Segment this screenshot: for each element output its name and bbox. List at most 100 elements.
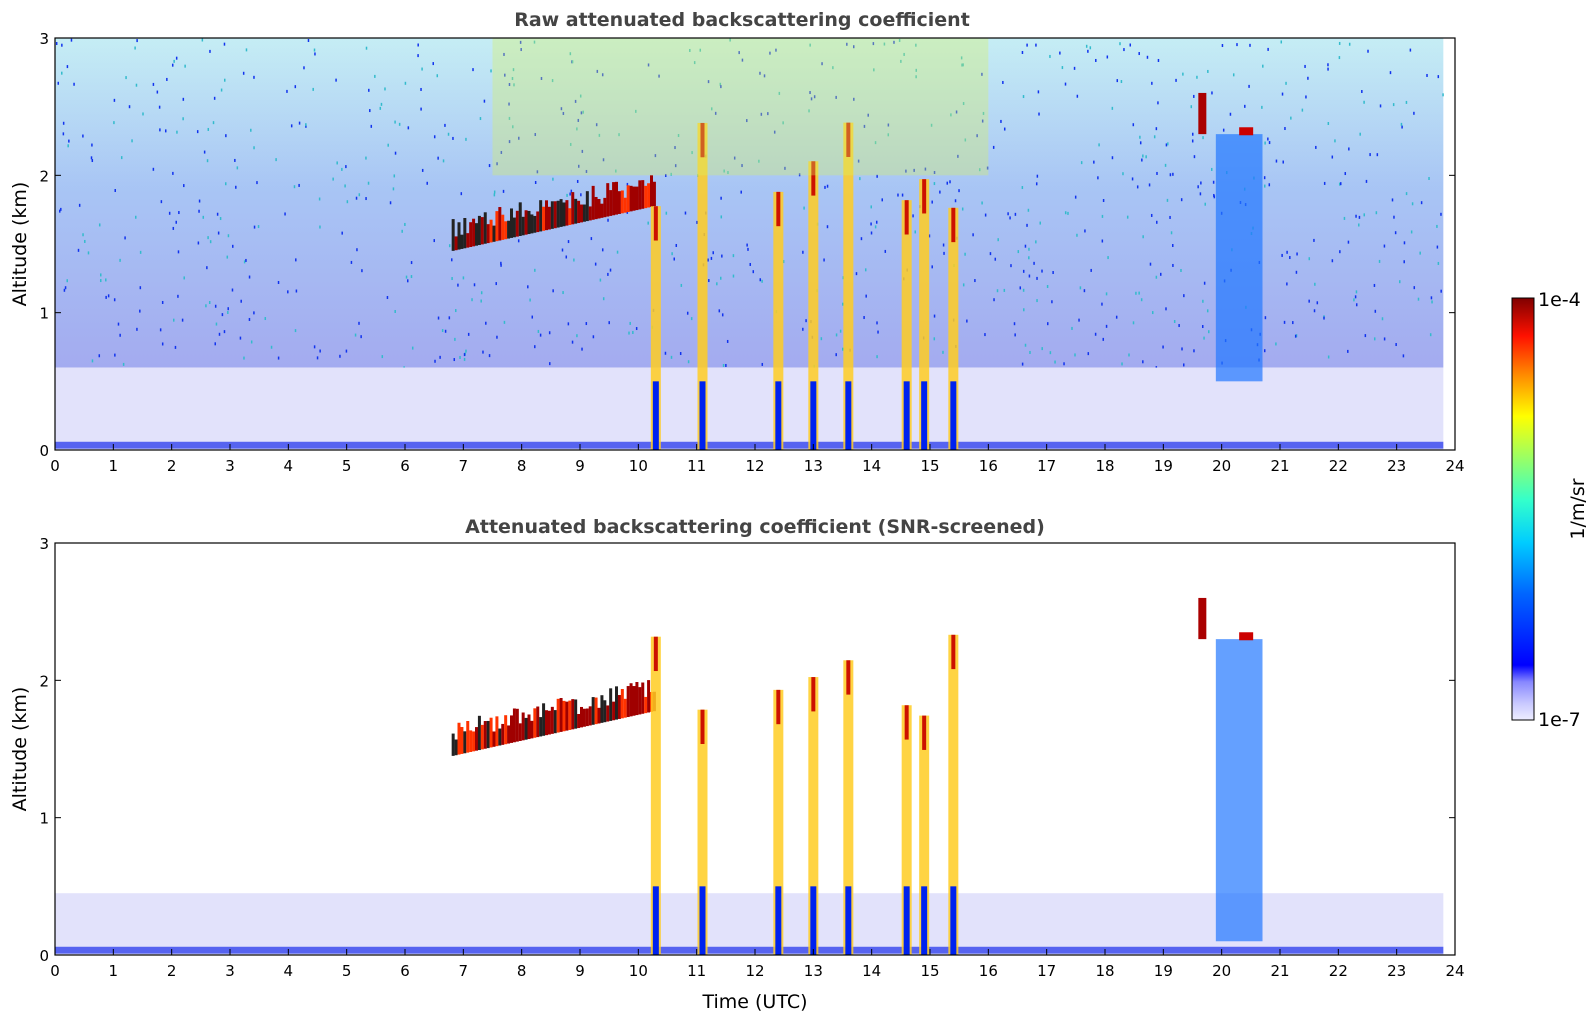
y-tick-label: 1 — [39, 305, 49, 323]
x-tick-label: 5 — [342, 457, 352, 475]
precip-column — [843, 660, 854, 955]
feature-precipitation-columns — [650, 634, 959, 955]
x-tick-label: 13 — [804, 457, 823, 475]
precip-column — [919, 179, 930, 450]
x-tick-label: 20 — [1212, 457, 1231, 475]
x-tick-label: 12 — [745, 457, 764, 475]
x-tick-label: 1 — [109, 457, 119, 475]
x-tick-label: 16 — [979, 457, 998, 475]
panel2-plot-area — [54, 542, 1456, 956]
x-tick-label: 14 — [862, 962, 881, 980]
panel1-x-ticks: 0 1 2 3 4 5 6 7 8 9 10 11 12 13 14 15 16 17 18 19 20 21 22 23 24 — [50, 444, 1465, 475]
colorbar-gradient — [1511, 297, 1535, 721]
x-tick-label: 22 — [1329, 457, 1348, 475]
x-tick-label: 0 — [50, 962, 60, 980]
x-tick-label: 13 — [804, 962, 823, 980]
x-tick-label: 6 — [400, 457, 410, 475]
panel1-ylabel: Altitude (km) — [9, 182, 31, 307]
x-tick-label: 2 — [167, 962, 177, 980]
x-tick-label: 14 — [862, 457, 881, 475]
x-tick-label: 7 — [459, 962, 469, 980]
x-tick-label: 24 — [1445, 457, 1464, 475]
panel2-title: Attenuated backscattering coefficient (S… — [465, 516, 1045, 538]
x-tick-label: 19 — [1154, 457, 1173, 475]
x-tick-label: 9 — [575, 457, 585, 475]
feature-cloud-layer — [451, 175, 656, 251]
x-tick-label: 4 — [284, 962, 294, 980]
panel2-ylabel: Altitude (km) — [9, 687, 31, 812]
precip-column — [948, 634, 959, 955]
x-tick-label: 23 — [1387, 962, 1406, 980]
x-tick-label: 21 — [1270, 962, 1289, 980]
panel2-xlabel: Time (UTC) — [701, 991, 807, 1013]
y-tick-label: 2 — [39, 672, 49, 690]
y-tick-label: 0 — [39, 442, 49, 460]
y-tick-label: 3 — [39, 535, 49, 553]
feature-precipitation-columns — [650, 122, 959, 451]
precip-column — [901, 200, 912, 450]
y-tick-label: 0 — [39, 947, 49, 965]
x-tick-label: 23 — [1387, 457, 1406, 475]
precip-column — [773, 689, 784, 955]
precip-column — [948, 207, 959, 450]
precip-column — [808, 677, 819, 955]
y-tick-label: 2 — [39, 167, 49, 185]
panel2-x-ticks: 0 1 2 3 4 5 6 7 8 9 10 11 12 13 14 15 16 17 18 19 20 21 22 23 24 — [50, 949, 1465, 980]
feature-background-noise — [55, 38, 1444, 370]
colorbar-min-label: 1e-7 — [1538, 709, 1581, 731]
x-tick-label: 2 — [167, 457, 177, 475]
precip-column — [843, 122, 854, 451]
x-tick-label: 3 — [225, 457, 235, 475]
colorbar-label: 1/m/sr — [1567, 478, 1589, 539]
x-tick-label: 22 — [1329, 962, 1348, 980]
x-tick-label: 6 — [400, 962, 410, 980]
x-tick-label: 0 — [50, 457, 60, 475]
panel1-y-ticks: 0 1 2 3 — [39, 30, 1455, 460]
feature-cloud-patch — [1198, 92, 1263, 382]
feature-boundary-layer — [55, 893, 1444, 955]
x-tick-label: 7 — [459, 457, 469, 475]
x-tick-label: 12 — [745, 962, 764, 980]
x-tick-label: 15 — [920, 457, 939, 475]
precip-column — [697, 709, 708, 955]
x-tick-label: 9 — [575, 962, 585, 980]
precip-column — [650, 206, 661, 450]
feature-boundary-layer — [55, 367, 1444, 450]
panel2-y-ticks: 0 1 2 3 — [39, 535, 1455, 965]
feature-cloud-patch — [1198, 597, 1263, 942]
x-tick-label: 21 — [1270, 457, 1289, 475]
x-tick-label: 8 — [517, 962, 527, 980]
x-tick-label: 11 — [687, 457, 706, 475]
x-tick-label: 18 — [1095, 962, 1114, 980]
x-tick-label: 8 — [517, 457, 527, 475]
x-tick-label: 1 — [109, 962, 119, 980]
x-tick-label: 5 — [342, 962, 352, 980]
x-tick-label: 15 — [920, 962, 939, 980]
precip-column — [808, 161, 819, 451]
precip-column — [773, 191, 784, 451]
x-tick-label: 17 — [1037, 457, 1056, 475]
x-tick-label: 3 — [225, 962, 235, 980]
x-tick-label: 4 — [284, 457, 294, 475]
precip-column — [697, 122, 708, 450]
x-tick-label: 16 — [979, 962, 998, 980]
precip-column — [901, 705, 912, 955]
colorbar: 1e-4 1e-7 1/m/sr — [1511, 289, 1589, 731]
feature-upper-noise — [492, 38, 989, 176]
panel1-plot-area — [54, 37, 1456, 451]
x-tick-label: 24 — [1445, 962, 1464, 980]
precip-column — [650, 636, 661, 955]
x-tick-label: 18 — [1095, 457, 1114, 475]
y-tick-label: 3 — [39, 30, 49, 48]
x-tick-label: 19 — [1154, 962, 1173, 980]
colorbar-max-label: 1e-4 — [1538, 289, 1581, 311]
x-tick-label: 10 — [629, 457, 648, 475]
x-tick-label: 17 — [1037, 962, 1056, 980]
panel1-heatmap — [55, 38, 1444, 451]
precip-column — [919, 715, 930, 955]
panel2-heatmap — [55, 597, 1444, 955]
x-tick-label: 20 — [1212, 962, 1231, 980]
panel1-title: Raw attenuated backscattering coefficien… — [514, 9, 970, 31]
x-tick-label: 11 — [687, 962, 706, 980]
